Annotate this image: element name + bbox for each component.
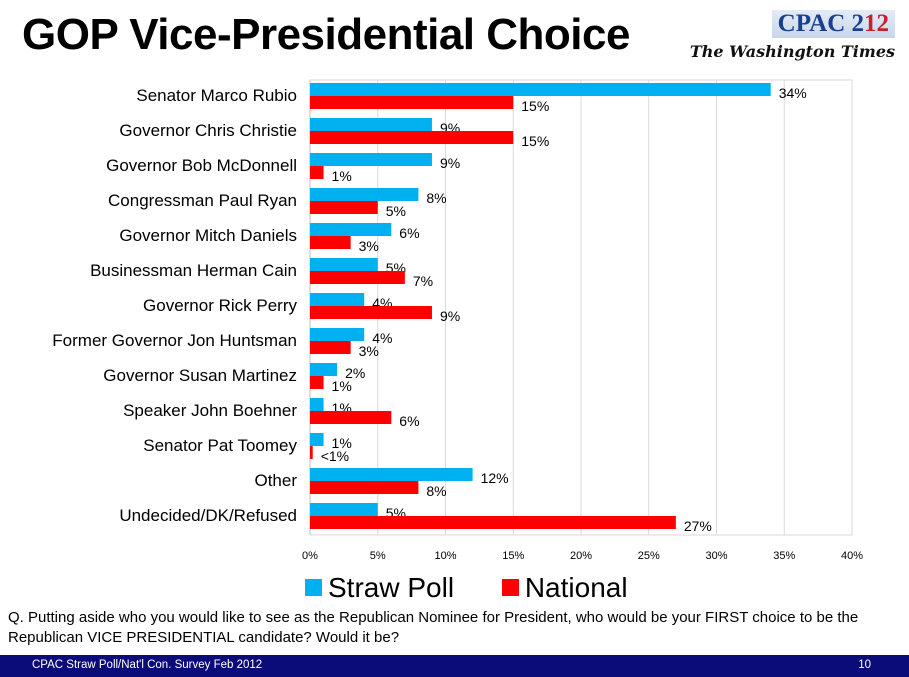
category-label: Congressman Paul Ryan [108, 191, 297, 210]
category-label: Businessman Herman Cain [90, 261, 297, 280]
bar-straw-poll [310, 503, 378, 516]
x-tick-label: 35% [773, 550, 795, 562]
data-label-national: 8% [426, 483, 446, 499]
category-label: Governor Bob McDonnell [106, 156, 297, 175]
x-tick-label: 25% [638, 550, 660, 562]
cpac-2012-logo: CPAC 212 [771, 10, 895, 38]
bar-straw-poll [310, 188, 419, 201]
bar-straw-poll [310, 83, 771, 96]
data-label-national: 9% [440, 308, 460, 324]
data-label-straw-poll: 8% [426, 190, 446, 206]
category-label: Former Governor Jon Huntsman [52, 331, 297, 350]
data-label-national: 1% [332, 168, 352, 184]
footer-bar: CPAC Straw Poll/Nat'l Con. Survey Feb 20… [0, 655, 909, 677]
category-label: Speaker John Boehner [123, 401, 297, 420]
x-tick-label: 40% [841, 550, 863, 562]
bar-national [310, 96, 514, 109]
legend-item-straw-poll: Straw Poll [305, 572, 454, 604]
bar-national [310, 236, 351, 249]
bar-national [310, 481, 419, 494]
page-title: GOP Vice-Presidential Choice [22, 10, 630, 59]
bar-national [310, 201, 378, 214]
data-label-national: 27% [684, 518, 712, 534]
survey-question: Q. Putting aside who you would like to s… [8, 609, 859, 646]
x-tick-label: 30% [705, 550, 727, 562]
data-label-national: 3% [359, 238, 379, 254]
data-label-national: 7% [413, 273, 433, 289]
page-number: 10 [858, 659, 871, 671]
data-label-national: 15% [521, 133, 549, 149]
legend-label-national: National [524, 571, 628, 603]
washington-times-logo: The Washington Times [689, 42, 895, 61]
cpac-logo: CPAC 212 The Washington Times [690, 10, 895, 68]
bar-national [310, 341, 351, 354]
legend-label-straw-poll: Straw Poll [328, 571, 455, 603]
category-label: Governor Chris Christie [119, 121, 297, 140]
data-label-national: 6% [399, 413, 419, 429]
category-label: Governor Susan Martinez [103, 366, 297, 385]
data-label-straw-poll: 12% [481, 470, 509, 486]
data-label-straw-poll: 34% [779, 85, 807, 101]
category-label: Senator Marco Rubio [136, 86, 297, 105]
bar-straw-poll [310, 328, 365, 341]
chart-legend: Straw Poll National [305, 570, 668, 604]
bar-national [310, 166, 324, 179]
category-label: Governor Mitch Daniels [119, 226, 297, 245]
x-tick-label: 20% [570, 550, 592, 562]
bar-chart: 0% 5% 10% 15% 20% 25% 30% 35% 40% Senator Marco R… [52, 79, 863, 562]
cpac-logo-year: 12 [864, 10, 889, 37]
cpac-logo-text: CPAC 2 [777, 10, 864, 37]
bar-national [310, 271, 405, 284]
data-label-straw-poll: 2% [345, 365, 365, 381]
data-label-national: 1% [332, 378, 352, 394]
bar-national [310, 516, 676, 529]
data-label-national: 3% [359, 343, 379, 359]
bar-national [310, 411, 392, 424]
bar-national [310, 131, 514, 144]
bar-national [310, 376, 324, 389]
bar-straw-poll [310, 398, 324, 411]
bar-straw-poll [310, 223, 392, 236]
data-label-national: 5% [386, 203, 406, 219]
category-label: Other [254, 471, 297, 490]
category-label: Senator Pat Toomey [143, 436, 297, 455]
bar-straw-poll [310, 118, 432, 131]
legend-swatch-national [501, 578, 519, 596]
bar-straw-poll [310, 258, 378, 271]
bar-straw-poll [310, 363, 338, 376]
data-label-straw-poll: 6% [399, 225, 419, 241]
bar-straw-poll [310, 293, 365, 306]
data-label-national: 15% [521, 98, 549, 114]
bar-straw-poll [310, 468, 473, 481]
x-tick-label: 15% [502, 550, 524, 562]
bar-straw-poll [310, 433, 324, 446]
bar-national [310, 446, 313, 459]
x-tick-label: 5% [370, 550, 386, 562]
x-tick-label: 10% [434, 550, 456, 562]
data-label-straw-poll: 9% [440, 155, 460, 171]
category-label: Governor Rick Perry [143, 296, 297, 315]
x-tick-label: 0% [302, 550, 318, 562]
legend-item-national: National [501, 571, 628, 604]
legend-swatch-straw-poll [305, 578, 322, 596]
bar-straw-poll [310, 153, 432, 166]
data-label-straw-poll: 1% [332, 435, 352, 451]
footer-source: CPAC Straw Poll/Nat'l Con. Survey Feb 20… [32, 659, 263, 671]
data-label-straw-poll: 4% [372, 330, 392, 346]
bar-national [310, 306, 432, 319]
category-label: Undecided/DK/Refused [119, 506, 297, 525]
data-label-national: <1% [321, 448, 349, 464]
